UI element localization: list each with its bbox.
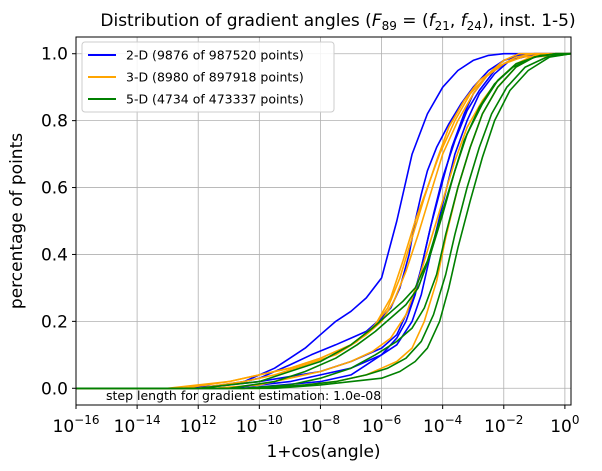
x-tick-label: 10−2 [484,413,523,437]
title-f-main: F [372,11,382,31]
series-3-instance-4-line [76,52,572,390]
x-tick-label: 10−6 [362,413,401,437]
title-f-a: f [429,11,438,31]
x-tick-exp: −14 [135,413,160,427]
legend-label: 3-D (8980 of 897918 points) [126,70,304,85]
title-f-main-sub: 89 [382,19,397,33]
x-axis-label: 1+cos(angle) [266,442,380,462]
y-axis-label: percentage of points [7,133,27,309]
series-2-instance-3-line [76,52,572,390]
title-f-b-sub: 24 [467,19,482,33]
y-tick-label: 0.6 [41,179,68,199]
title-eq: = ( [397,11,429,31]
x-tick-label: 10−16 [53,413,100,437]
series-1-instance-4-line [76,52,572,390]
y-tick-label: 0.8 [41,112,68,132]
x-tick-base: 10 [301,417,323,437]
x-tick-base: 10 [114,417,136,437]
y-tick-label: 1.0 [41,45,68,65]
x-tick-base: 10 [550,417,572,437]
x-tick-exp: −6 [384,413,402,427]
x-tick-base: 10 [362,417,384,437]
x-tick-exp: −8 [322,413,340,427]
x-tick-base: 10 [53,417,75,437]
title-f-a-sub: 21 [435,19,450,33]
x-tick-exp: −10 [257,413,282,427]
x-tick-base: 10 [423,417,445,437]
y-tick-label: 0.0 [41,379,68,399]
title-comma: , [450,11,461,31]
y-tick-label: 0.2 [41,312,68,332]
x-tick-label: 1012 [180,413,217,437]
series-1-instance-1-line [76,52,571,390]
y-tick-label: 0.4 [41,245,68,265]
x-tick-exp: −2 [506,413,524,427]
x-tick-base: 10 [180,417,202,437]
series-2-instance-2-line [76,52,571,390]
series-3-instance-3-line [76,52,571,390]
plot-frame [75,36,572,406]
series-3-instance-2-line [76,52,572,390]
annotation-step-length: step length for gradient estimation: 1.0… [106,388,381,403]
x-tick-label: 10−8 [301,413,340,437]
grid [75,37,571,405]
title-prefix: Distribution of gradient angles ( [100,11,371,31]
legend: 2-D (9876 of 987520 points) 3-D (8980 of … [81,41,335,113]
legend-box [81,41,335,113]
x-tick-exp: −4 [445,413,463,427]
series-1-instance-2-line [76,52,571,390]
series-3-instance-5-line [76,52,572,390]
series-lines [76,52,572,390]
title-suffix: ), inst. 1-5) [482,11,576,31]
x-tick-label: 10−4 [423,413,462,437]
chart-title: Distribution of gradient angles (F89 = (… [100,11,575,33]
title-f-b: f [461,11,470,31]
x-tick-exp: −16 [74,413,99,427]
legend-label: 5-D (4734 of 473337 points) [126,92,304,107]
x-tick-label: 100 [550,413,579,437]
x-tick-exp: 0 [572,413,580,427]
x-tick-label: 10−14 [114,413,161,437]
x-tick-label: 10−10 [236,413,283,437]
axis-ticks: 10−16 10−14 1012 10−10 10−8 10−6 10−4 10−2 1000.… [41,45,580,437]
x-tick-exp: 12 [201,413,216,427]
x-tick-base: 10 [236,417,258,437]
x-tick-base: 10 [484,417,506,437]
legend-label: 2-D (9876 of 987520 points) [126,48,304,63]
